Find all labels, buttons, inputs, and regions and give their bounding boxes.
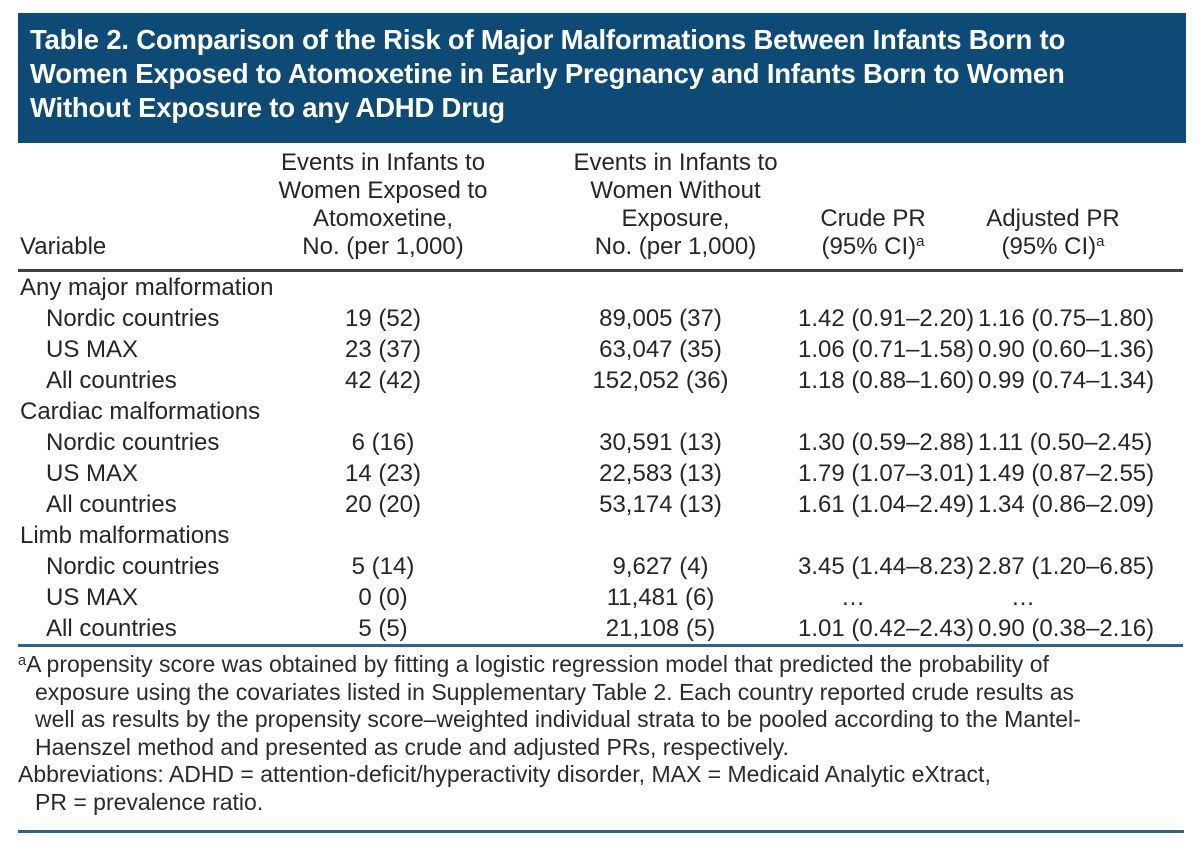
table-row: Nordic countries 6 (16) 30,591 (13) 1.30 (0…	[18, 427, 1183, 458]
table-row: All countries 42 (42) 152,052 (36) 1.18 (0.…	[18, 365, 1183, 396]
cell-exposed: 5 (5)	[358, 614, 408, 642]
header-variable: Variable	[20, 233, 107, 260]
footnotes-section: aA propensity score was obtained by fitt…	[18, 651, 1184, 833]
cell-exposed: 14 (23)	[344, 459, 422, 487]
footnote-line: PR = prevalence ratio.	[35, 788, 264, 815]
cell-adjusted: 1.16 (0.75–1.80)	[978, 304, 1155, 332]
footnote-line: Abbreviations: ADHD = attention-deficit/…	[18, 761, 991, 787]
cell-adjusted: 2.87 (1.20–6.85)	[978, 552, 1155, 580]
cell-crude: 1.79 (1.07–3.01)	[798, 459, 975, 487]
table-title-banner: Table 2. Comparison of the Risk of Major…	[18, 13, 1186, 143]
table-row: US MAX 23 (37) 63,047 (35) 1.06 (0.71–1.58)…	[18, 334, 1183, 365]
section-row: Cardiac malformations	[18, 396, 1183, 427]
cell-exposed: 19 (52)	[344, 304, 422, 332]
table-title-line: Without Exposure to any ADHD Drug	[30, 92, 505, 123]
table-row: All countries 5 (5) 21,108 (5) 1.01 (0.42–2…	[18, 613, 1183, 646]
cell-exposed: 5 (14)	[351, 552, 415, 580]
section-label: Cardiac malformations	[20, 397, 261, 425]
cell-exposed: 0 (0)	[358, 583, 408, 611]
cell-variable: US MAX	[46, 459, 139, 487]
cell-exposed: 20 (20)	[344, 490, 422, 518]
cell-variable: All countries	[46, 614, 177, 642]
cell-adjusted: 1.34 (0.86–2.09)	[978, 490, 1155, 518]
data-table-wrapper: Variable Events in Infants to Women Expo…	[18, 143, 1183, 647]
cell-unexposed: 53,174 (13)	[599, 490, 722, 518]
cell-variable: Nordic countries	[46, 304, 220, 332]
cell-unexposed: 30,591 (13)	[599, 428, 722, 456]
section-row: Any major malformation	[18, 271, 1183, 304]
cell-unexposed: 9,627 (4)	[612, 552, 709, 580]
cell-unexposed: 152,052 (36)	[592, 366, 729, 394]
cell-crude: 1.30 (0.59–2.88)	[798, 428, 975, 456]
cell-adjusted: …	[1011, 583, 1035, 611]
cell-variable: Nordic countries	[46, 552, 220, 580]
header-unexposed-events: Events in Infants to Women Without Expos…	[573, 149, 778, 260]
cell-unexposed: 63,047 (35)	[599, 335, 722, 363]
cell-adjusted: 0.90 (0.60–1.36)	[978, 335, 1155, 363]
table-title-line: Table 2. Comparison of the Risk of Major…	[30, 24, 1066, 55]
cell-crude: 3.45 (1.44–8.23)	[798, 552, 975, 580]
cell-crude: 1.42 (0.91–2.20)	[798, 304, 975, 332]
table-title-line: Women Exposed to Atomoxetine in Early Pr…	[30, 58, 1065, 89]
cell-crude: 1.06 (0.71–1.58)	[798, 335, 975, 363]
cell-unexposed: 11,481 (6)	[606, 583, 715, 611]
section-row: Limb malformations	[18, 520, 1183, 551]
cell-crude: 1.18 (0.88–1.60)	[798, 366, 975, 394]
table-header: Variable Events in Infants to Women Expo…	[18, 143, 1183, 271]
cell-unexposed: 21,108 (5)	[605, 614, 716, 642]
cell-variable: Nordic countries	[46, 428, 220, 456]
footnote-line: Haenszel method and presented as crude a…	[35, 733, 789, 760]
cell-exposed: 6 (16)	[351, 428, 415, 456]
cell-variable: US MAX	[46, 583, 139, 611]
cell-exposed: 23 (37)	[344, 335, 422, 363]
bottom-rule	[18, 830, 1184, 833]
footnote: Abbreviations: ADHD = attention-deficit/…	[18, 761, 1184, 816]
section-label: Limb malformations	[20, 521, 230, 549]
footnote-marker-a: a	[1096, 233, 1105, 250]
cell-adjusted: 1.11 (0.50–2.45)	[978, 428, 1153, 456]
cell-adjusted: 1.49 (0.87–2.55)	[978, 459, 1155, 487]
footnote-marker-a: a	[18, 653, 27, 669]
cell-crude: 1.61 (1.04–2.49)	[798, 490, 975, 518]
footnote-marker-a: a	[916, 233, 925, 250]
cell-exposed: 42 (42)	[344, 366, 422, 394]
table-row: All countries 20 (20) 53,174 (13) 1.61 (1.0…	[18, 489, 1183, 520]
cell-unexposed: 89,005 (37)	[599, 304, 722, 332]
table-row: Nordic countries 5 (14) 9,627 (4) 3.45 (1.4…	[18, 551, 1183, 582]
malformation-risk-table: Variable Events in Infants to Women Expo…	[18, 143, 1183, 647]
cell-crude: …	[841, 583, 865, 611]
table-row: US MAX 14 (23) 22,583 (13) 1.79 (1.07–3.01)…	[18, 458, 1183, 489]
header-row: Variable Events in Infants to Women Expo…	[18, 143, 1183, 271]
table-row: US MAX 0 (0) 11,481 (6) … …	[18, 582, 1183, 613]
footnote-line: exposure using the covariates listed in …	[35, 678, 1074, 705]
section-label: Any major malformation	[20, 273, 274, 301]
footnote-line: A propensity score was obtained by fitti…	[26, 651, 1049, 677]
table-row: Nordic countries 19 (52) 89,005 (37) 1.42 (…	[18, 303, 1183, 334]
cell-unexposed: 22,583 (13)	[599, 459, 722, 487]
cell-crude: 1.01 (0.42–2.43)	[798, 614, 975, 642]
footnote-line: well as results by the propensity score–…	[35, 706, 1081, 732]
header-adjusted-pr: Adjusted PR (95% CI)a	[986, 205, 1120, 260]
footnote: aA propensity score was obtained by fitt…	[18, 651, 1184, 761]
cell-variable: All countries	[46, 490, 177, 518]
cell-variable: All countries	[46, 366, 177, 394]
cell-adjusted: 0.99 (0.74–1.34)	[978, 366, 1155, 394]
table-body: Any major malformation Nordic countries 19…	[18, 271, 1183, 646]
cell-adjusted: 0.90 (0.38–2.16)	[978, 614, 1155, 642]
header-crude-pr: Crude PR (95% CI)a	[820, 205, 926, 260]
header-exposed-events: Events in Infants to Women Exposed to At…	[278, 149, 488, 260]
cell-variable: US MAX	[46, 335, 139, 363]
